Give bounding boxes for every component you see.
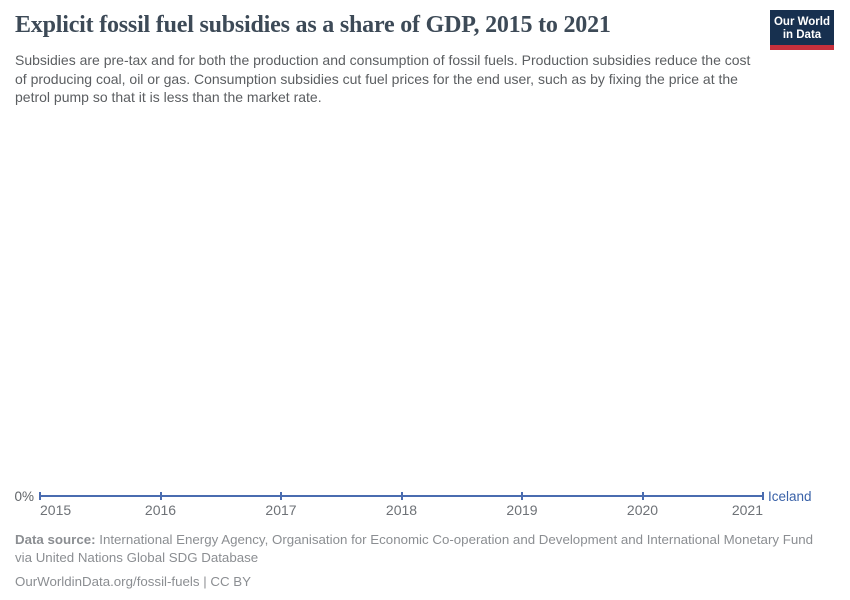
y-axis-zero-label: 0%: [14, 489, 34, 504]
x-axis-tick-label: 2015: [40, 502, 72, 518]
logo-red-bar: [770, 45, 834, 50]
series-label-iceland[interactable]: Iceland: [768, 489, 812, 504]
chart-subtitle: Subsidies are pre-tax and for both the p…: [15, 52, 751, 105]
x-axis-tick-label: 2020: [626, 502, 659, 518]
x-axis-tick-label: 2021: [731, 502, 763, 518]
owid-logo[interactable]: Our World in Data: [770, 10, 834, 50]
data-point-marker: [641, 492, 644, 500]
license-line: OurWorldinData.org/fossil-fuels | CC BY: [15, 574, 251, 589]
x-axis-tick-label: 2019: [506, 502, 538, 518]
data-source-label: Data source:: [15, 532, 96, 547]
page-title: Explicit fossil fuel subsidies as a shar…: [15, 12, 611, 38]
data-point-marker: [762, 492, 764, 500]
data-source-text: International Energy Agency, Organisatio…: [15, 532, 814, 565]
owid-logo-line2: in Data: [782, 29, 822, 41]
x-axis-tick-label: 2017: [265, 502, 297, 518]
data-point-marker: [400, 492, 403, 500]
data-point-marker: [159, 492, 162, 500]
chart-footer: Data source: International Energy Agency…: [15, 531, 827, 591]
data-source-line: Data source: International Energy Agency…: [15, 531, 827, 567]
x-axis-tick-label: 2016: [144, 502, 177, 518]
data-point-marker: [280, 492, 282, 500]
data-point-marker: [39, 492, 41, 500]
data-point-marker: [521, 492, 523, 500]
x-axis-tick-label: 2018: [385, 502, 418, 518]
owid-logo-line1: Our World: [773, 16, 830, 28]
